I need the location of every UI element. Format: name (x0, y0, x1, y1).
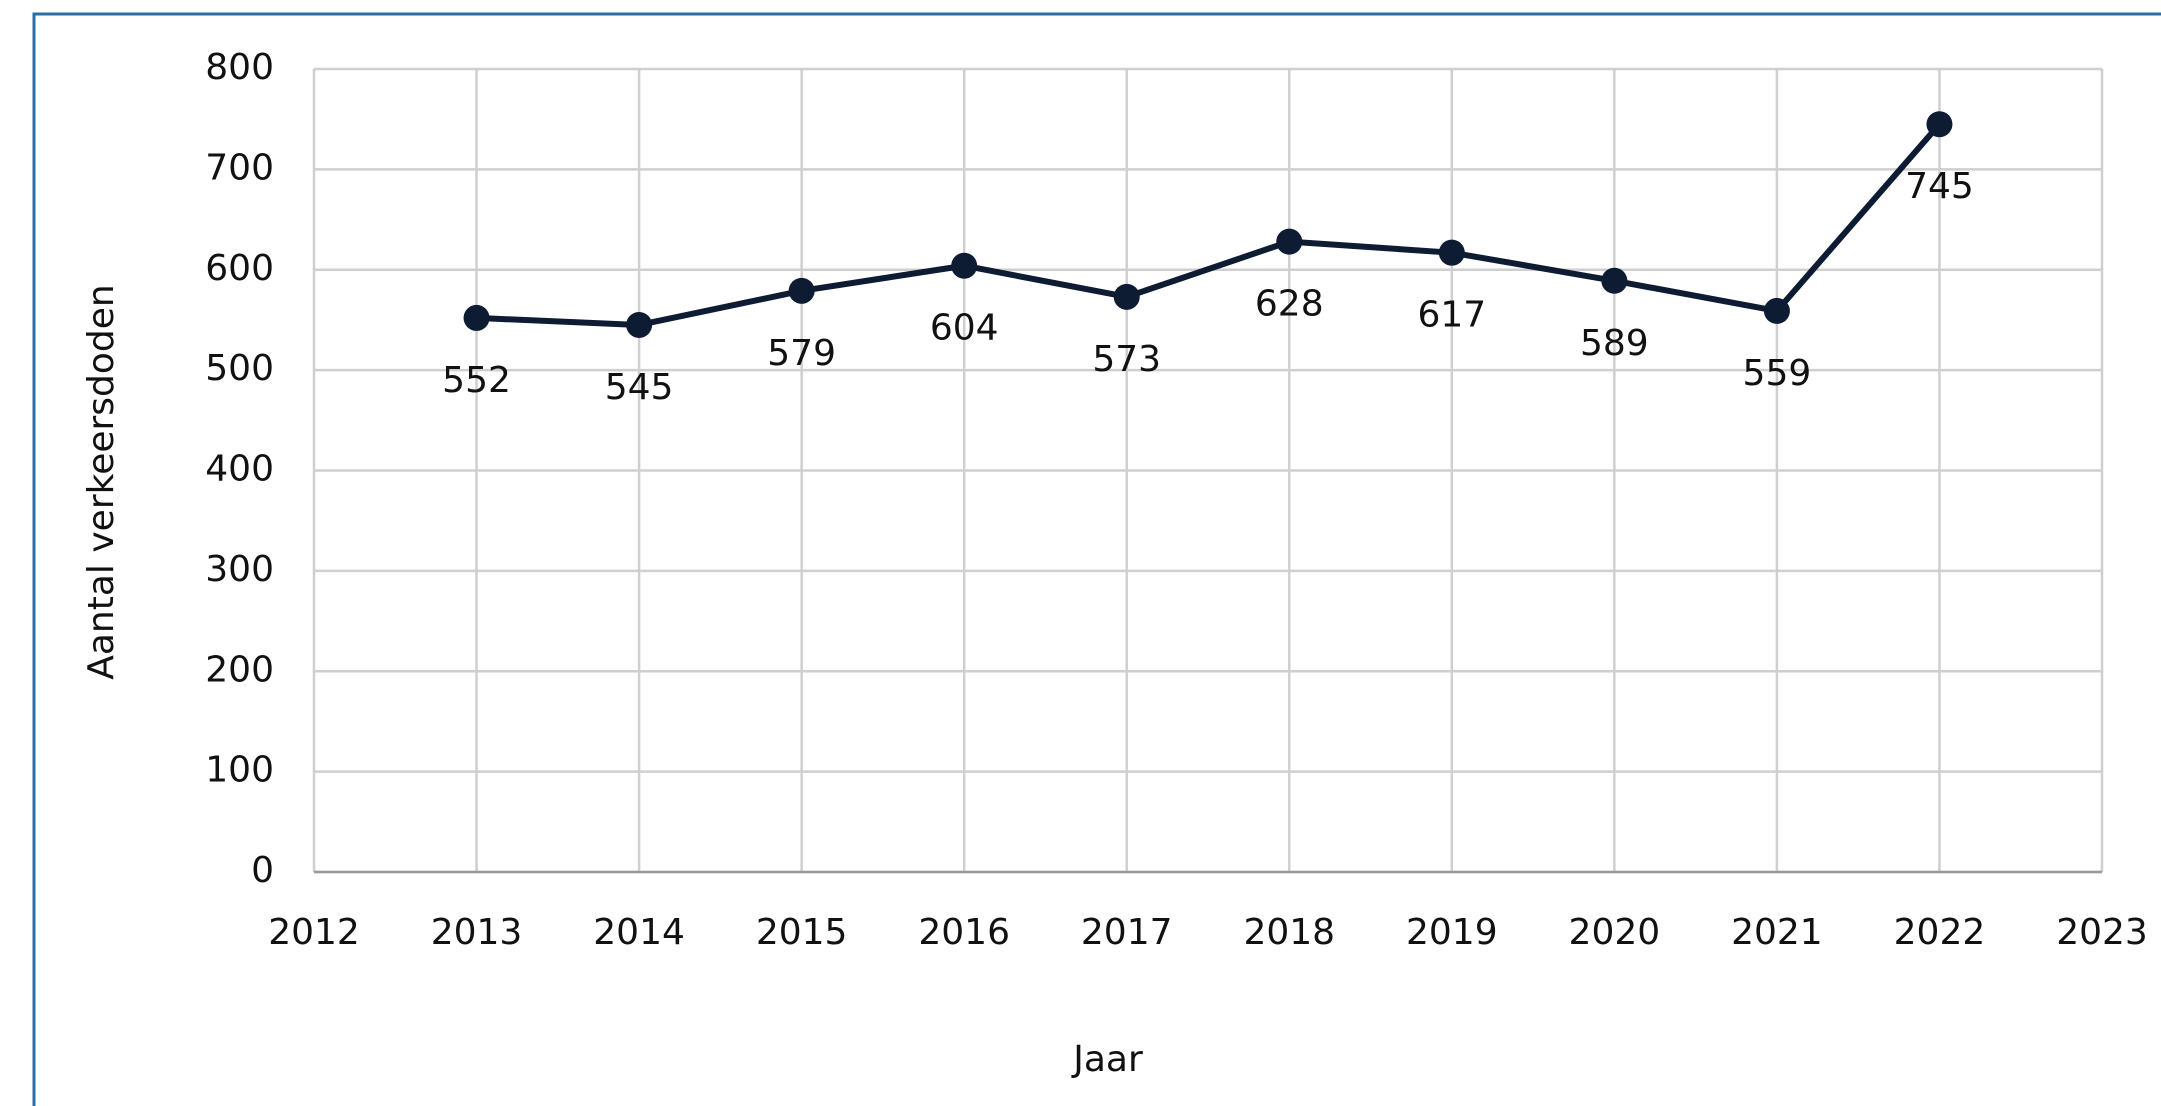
x-tick-label: 2014 (593, 912, 685, 953)
x-tick-label: 2022 (1894, 912, 1986, 953)
data-point (1113, 283, 1140, 310)
x-axis-title: Jaar (1071, 1039, 1143, 1080)
x-tick-label: 2017 (1081, 912, 1173, 953)
x-tick-label: 2019 (1406, 912, 1498, 953)
x-tick-label: 2018 (1243, 912, 1335, 953)
x-tick-label: 2020 (1569, 912, 1661, 953)
y-tick-label: 700 (205, 147, 274, 188)
data-label: 552 (442, 360, 511, 401)
data-point (626, 311, 653, 338)
x-tick-label: 2016 (918, 912, 1010, 953)
x-tick-label: 2015 (756, 912, 848, 953)
y-tick-label: 200 (205, 649, 274, 690)
data-label: 573 (1092, 339, 1161, 380)
x-tick-label: 2023 (2056, 912, 2148, 953)
data-point (951, 252, 978, 279)
data-label: 628 (1255, 284, 1324, 325)
y-tick-label: 600 (205, 248, 274, 289)
data-point (1438, 239, 1465, 266)
y-tick-label: 800 (205, 47, 274, 88)
x-tick-label: 2012 (268, 912, 360, 953)
y-tick-label: 500 (205, 348, 274, 389)
data-point (1926, 111, 1953, 138)
data-point (1763, 297, 1790, 324)
y-tick-label: 400 (205, 449, 274, 490)
y-tick-label: 100 (205, 750, 274, 791)
data-label: 579 (767, 333, 836, 374)
data-point (463, 304, 490, 331)
data-point (1276, 228, 1303, 255)
data-label: 545 (605, 367, 674, 408)
y-axis-title: Aantal verkeersdoden (81, 284, 122, 680)
data-label: 617 (1417, 295, 1486, 336)
x-tick-label: 2013 (431, 912, 523, 953)
series-line (476, 122, 1942, 328)
data-label: 745 (1905, 166, 1974, 207)
data-point (1601, 267, 1628, 294)
frame (32, 12, 2161, 1106)
data-point (788, 277, 815, 304)
data-label: 589 (1580, 323, 1649, 364)
data-label: 559 (1743, 353, 1812, 394)
x-tick-label: 2021 (1731, 912, 1823, 953)
y-tick-label: 300 (205, 549, 274, 590)
data-label: 604 (930, 308, 999, 349)
y-tick-label: 0 (251, 850, 274, 891)
